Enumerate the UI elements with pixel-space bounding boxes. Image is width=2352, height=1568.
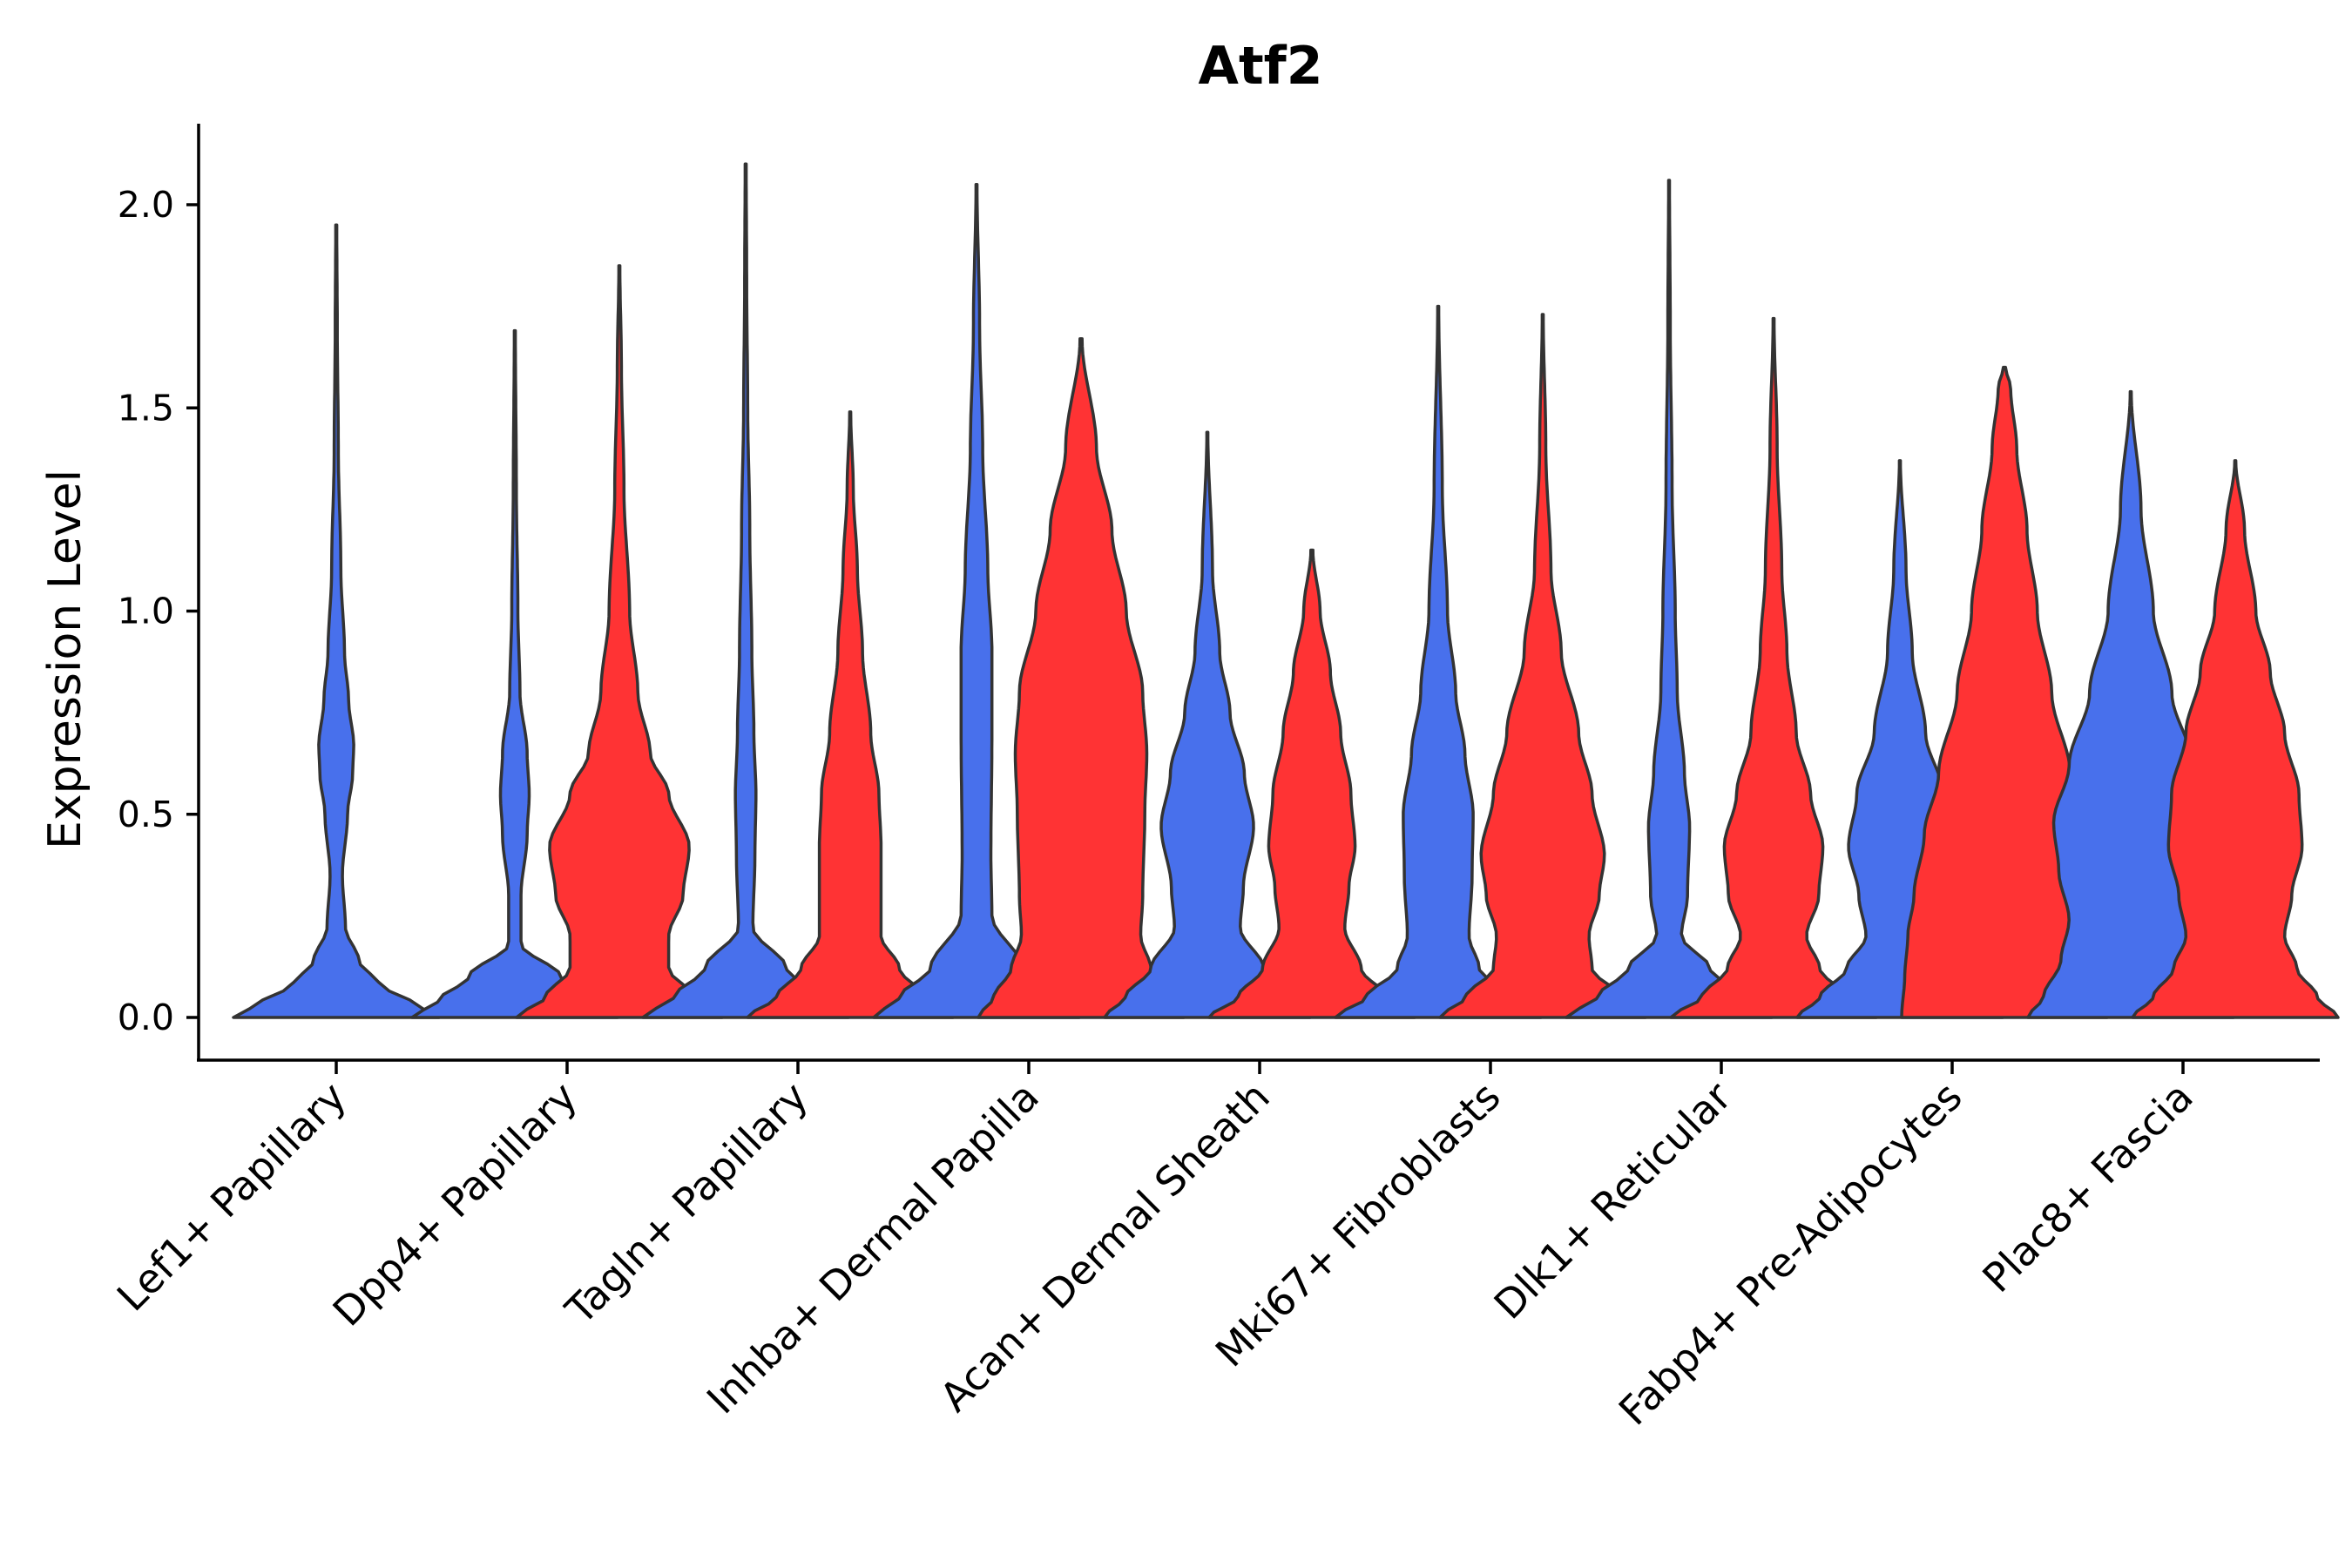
y-tick-label: 0.0	[118, 997, 174, 1038]
y-tick-label: 0.5	[118, 794, 174, 835]
violin-inhba-dermal-papilla-1	[872, 182, 1081, 1019]
violin-acan-dermal-sheath-2	[1207, 548, 1416, 1019]
violin-acan-dermal-sheath-1	[1103, 430, 1312, 1019]
y-axis-label: Expression Level	[39, 470, 91, 849]
violin-dpp4-papillary-1	[410, 328, 619, 1019]
x-tick-label: Dlk1+ Reticular	[1485, 1073, 1740, 1328]
violin-inhba-dermal-papilla-2	[977, 337, 1186, 1019]
violin-dlk1-reticular-1	[1565, 179, 1774, 1019]
violin-dpp4-papillary-2	[515, 264, 724, 1019]
y-tick-label: 1.5	[118, 387, 174, 429]
violin-tagln-papillary-2	[746, 410, 955, 1019]
violin-tagln-papillary-1	[641, 162, 850, 1019]
violin-plac8-fascia-2	[2131, 459, 2340, 1019]
violin-dlk1-reticular-2	[1669, 316, 1878, 1019]
x-tick-label: Plac8+ Fascia	[1973, 1073, 2201, 1301]
violin-lef1-papillary-1	[232, 223, 441, 1019]
violin-mki67-fibroblasts-1	[1334, 304, 1543, 1019]
violin-group	[232, 162, 2340, 1019]
x-tick-label: Dpp4+ Papillary	[324, 1073, 586, 1335]
y-tick-label: 2.0	[118, 184, 174, 226]
y-tick-label: 1.0	[118, 591, 174, 632]
chart-title: Atf2	[1199, 36, 1323, 97]
y-ticks: 0.0 0.5 1.0 1.5 2.0	[118, 184, 199, 1038]
violin-mki67-fibroblasts-2	[1438, 313, 1647, 1019]
x-tick-label: Tagln+ Papillary	[556, 1073, 817, 1335]
x-tick-label: Lef1+ Papillary	[108, 1073, 355, 1321]
